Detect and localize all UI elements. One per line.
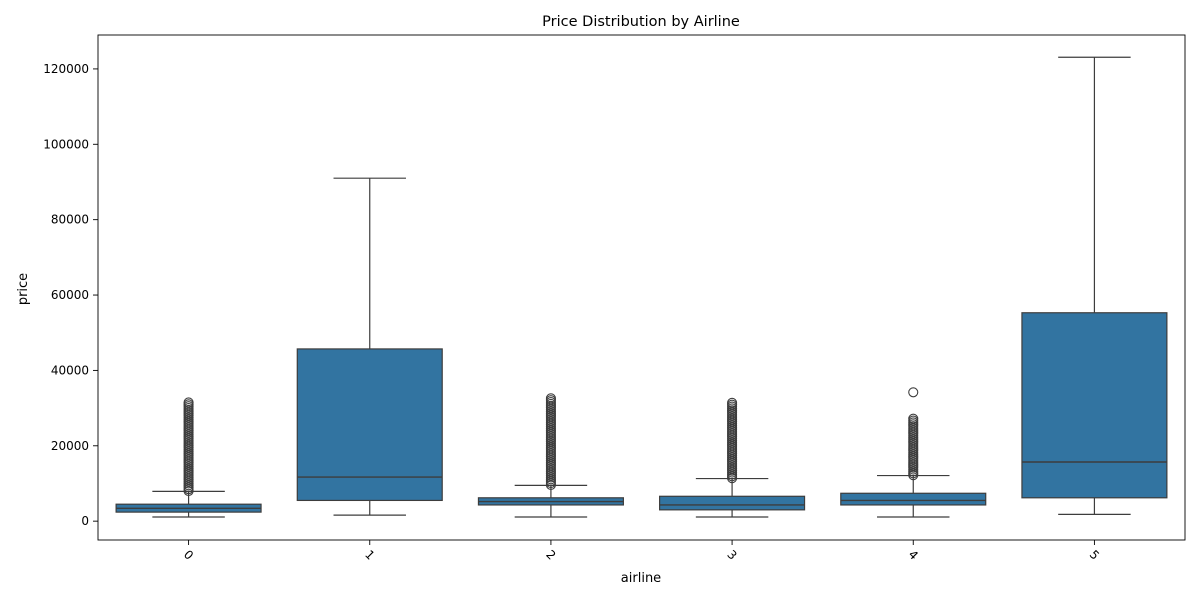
- outlier-group: [545, 393, 556, 491]
- x-axis: 0 1 2 3 4 5: [181, 540, 1102, 563]
- outlier-point: [908, 387, 919, 398]
- box-group-5: [1021, 56, 1168, 515]
- x-axis-label: airline: [621, 571, 661, 586]
- y-tick-label: 80000: [51, 213, 89, 227]
- x-tick-label: 0: [181, 547, 196, 562]
- plot-area: [97, 34, 1186, 541]
- outlier-group: [908, 387, 919, 481]
- x-tick-label: 4: [906, 547, 921, 562]
- box-iqr: [296, 348, 443, 502]
- x-tick-label: 3: [724, 547, 739, 562]
- outlier-point: [727, 397, 738, 408]
- y-tick-label: 100000: [43, 137, 89, 151]
- y-tick-label: 120000: [43, 62, 89, 76]
- chart-title: Price Distribution by Airline: [542, 14, 740, 30]
- plot-frame: [97, 34, 1186, 541]
- outlier-point: [908, 413, 919, 424]
- y-tick-label: 60000: [51, 288, 89, 302]
- outlier-group: [183, 397, 194, 497]
- outlier-point: [545, 393, 556, 404]
- box-group-1: [296, 177, 443, 516]
- y-axis-label: price: [16, 273, 31, 305]
- outlier-point: [183, 397, 194, 408]
- box-group-3: [659, 397, 806, 518]
- x-tick-label: 1: [362, 547, 377, 562]
- box-group-0: [115, 397, 262, 518]
- box-group-2: [477, 393, 624, 518]
- y-tick-label: 40000: [51, 363, 89, 377]
- box-group-4: [840, 387, 987, 518]
- y-tick-label: 0: [81, 514, 89, 528]
- x-tick-label: 5: [1087, 547, 1102, 562]
- outlier-group: [727, 397, 738, 484]
- box-iqr: [840, 492, 987, 506]
- y-axis: 0 20000 40000 60000 80000 100000 120000: [43, 62, 98, 528]
- y-tick-label: 20000: [51, 439, 89, 453]
- box-iqr: [1021, 312, 1168, 499]
- x-tick-label: 2: [543, 547, 558, 562]
- box-iqr: [659, 495, 806, 511]
